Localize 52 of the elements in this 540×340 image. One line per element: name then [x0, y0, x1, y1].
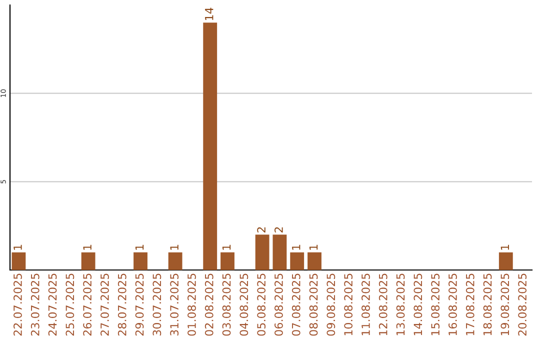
bar — [272, 234, 287, 270]
x-tick-label: 18.08.2025 — [483, 274, 492, 336]
data-label: 1 — [83, 244, 92, 250]
x-tick-label: 17.08.2025 — [466, 274, 474, 336]
x-tick-label: 04.08.2025 — [240, 274, 248, 336]
data-label: 1 — [292, 244, 300, 250]
x-tick-label: 23.07.2025 — [30, 274, 40, 336]
bar — [168, 252, 182, 270]
x-tick-label: 03.08.2025 — [222, 274, 231, 336]
data-label: 1 — [170, 244, 178, 250]
bar — [498, 252, 513, 270]
x-tick-label: 16.08.2025 — [448, 274, 457, 336]
data-label: 1 — [135, 244, 144, 250]
x-tick-label: 14.08.2025 — [414, 274, 422, 336]
data-label: 2 — [274, 227, 283, 232]
x-tick-label: 19.08.2025 — [500, 274, 510, 336]
bar — [290, 252, 304, 270]
data-label: 14 — [205, 8, 214, 20]
x-tick-label: 08.08.2025 — [309, 274, 318, 336]
bar — [12, 252, 26, 270]
x-tick-label: 28.07.2025 — [118, 274, 126, 336]
x-tick-label: 31.07.2025 — [170, 274, 179, 336]
x-tick-label: 27.07.2025 — [100, 274, 109, 336]
x-tick-label: 05.08.2025 — [257, 274, 266, 336]
x-tick-label: 30.07.2025 — [152, 274, 162, 336]
data-label: 2 — [257, 227, 266, 232]
x-tick-label: 01.08.2025 — [188, 274, 196, 336]
data-label: 1 — [14, 244, 22, 250]
x-tick-label: 26.07.2025 — [83, 274, 92, 336]
data-label: 1 — [222, 244, 231, 250]
x-tick-label: 20.08.2025 — [518, 274, 527, 336]
bar — [134, 252, 148, 270]
x-tick-label: 06.08.2025 — [274, 274, 283, 336]
bar — [203, 22, 218, 270]
x-tick-label: 25.07.2025 — [66, 274, 74, 336]
data-label: 1 — [500, 244, 509, 250]
x-tick-label: 02.08.2025 — [204, 274, 214, 336]
x-tick-label: 07.08.2025 — [292, 274, 300, 336]
bar — [308, 252, 322, 270]
bar — [81, 252, 96, 270]
data-label: 1 — [309, 244, 318, 250]
x-tick-label: 11.08.2025 — [362, 274, 370, 336]
x-tick-label: 12.08.2025 — [378, 274, 388, 336]
x-tick-label: 22.07.2025 — [14, 274, 22, 336]
bar — [220, 252, 234, 270]
x-tick-label: 09.08.2025 — [326, 274, 336, 336]
x-tick-label: 29.07.2025 — [135, 274, 144, 336]
x-tick-label: 10.08.2025 — [344, 274, 353, 336]
bar — [255, 234, 270, 270]
x-tick-label: 13.08.2025 — [396, 274, 405, 336]
x-tick-label: 24.07.2025 — [48, 274, 57, 336]
x-tick-label: 15.08.2025 — [431, 274, 440, 336]
